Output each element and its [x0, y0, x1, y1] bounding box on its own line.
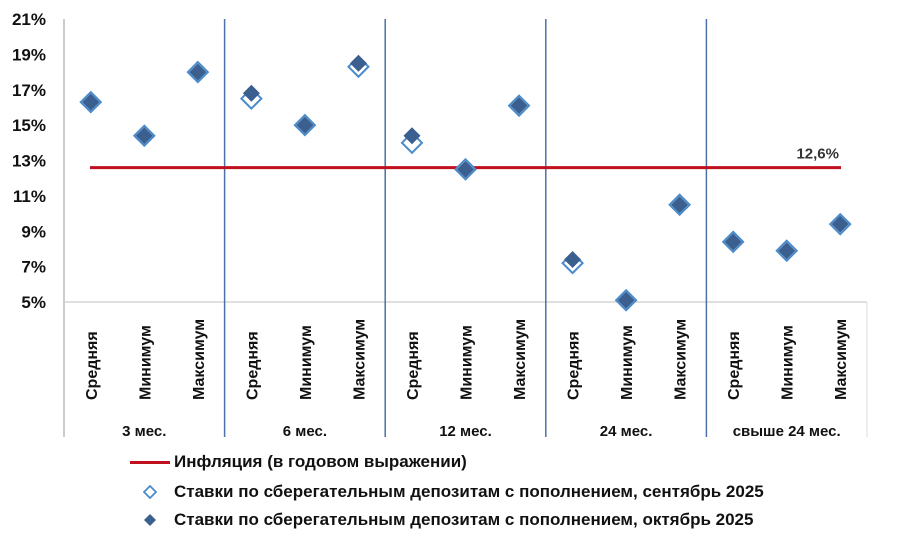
legend-item-september: Ставки по сберегательным депозитам с поп… [130, 482, 764, 502]
category-label: Максимум [673, 319, 690, 400]
category-label: Средняя [405, 331, 422, 400]
category-label: Максимум [512, 319, 529, 400]
y-tick-label: 9% [21, 222, 46, 241]
legend-label: Инфляция (в годовом выражении) [174, 452, 467, 471]
category-label: Минимум [619, 325, 636, 400]
category-label: Средняя [244, 331, 261, 400]
october-point [778, 242, 796, 260]
line-icon [130, 460, 170, 464]
category-label: Минимум [298, 325, 315, 400]
filled-diamond-icon [130, 513, 170, 527]
y-tick-label: 19% [12, 45, 46, 64]
group-label: 12 мес. [439, 423, 492, 440]
october-point [296, 116, 314, 134]
legend-label: Ставки по сберегательным депозитам с поп… [174, 482, 764, 501]
y-tick-label: 7% [21, 258, 46, 277]
category-label: Минимум [137, 325, 154, 400]
y-tick-label: 5% [21, 293, 46, 312]
october-point [724, 233, 742, 251]
y-tick-label: 15% [12, 116, 46, 135]
october-point [831, 215, 849, 233]
legend-item-october: Ставки по сберегательным депозитам с поп… [130, 510, 753, 530]
october-point [671, 196, 689, 214]
legend-label: Ставки по сберегательным депозитам с поп… [174, 510, 754, 529]
october-point [135, 127, 153, 145]
october-point [510, 97, 528, 115]
october-point [189, 63, 207, 81]
october-point [403, 127, 421, 145]
legend-item-inflation: Инфляция (в годовом выражении) [130, 452, 467, 472]
y-tick-label: 11% [13, 187, 46, 206]
group-label: 6 мес. [283, 423, 327, 440]
y-tick-label: 21% [12, 10, 46, 29]
category-label: Максимум [191, 319, 208, 400]
category-label: Максимум [833, 319, 850, 400]
category-label: Максимум [351, 319, 368, 400]
october-point [242, 84, 260, 102]
october-point [457, 160, 474, 178]
category-label: Средняя [726, 331, 743, 400]
hollow-diamond-icon [130, 485, 170, 499]
october-point [564, 251, 582, 269]
group-label: 24 мес. [600, 423, 653, 440]
inflation-data-label: 12,6% [796, 146, 839, 163]
y-tick-label: 13% [12, 152, 46, 171]
category-label: Средняя [84, 331, 101, 400]
october-point [349, 54, 367, 72]
category-label: Минимум [459, 325, 476, 400]
october-point [617, 291, 635, 309]
y-tick-label: 17% [12, 81, 46, 100]
category-label: Минимум [780, 325, 797, 400]
group-label: 3 мес. [122, 423, 166, 440]
october-point [82, 93, 100, 111]
group-label: свыше 24 мес. [733, 423, 841, 440]
category-label: Средняя [566, 331, 583, 400]
